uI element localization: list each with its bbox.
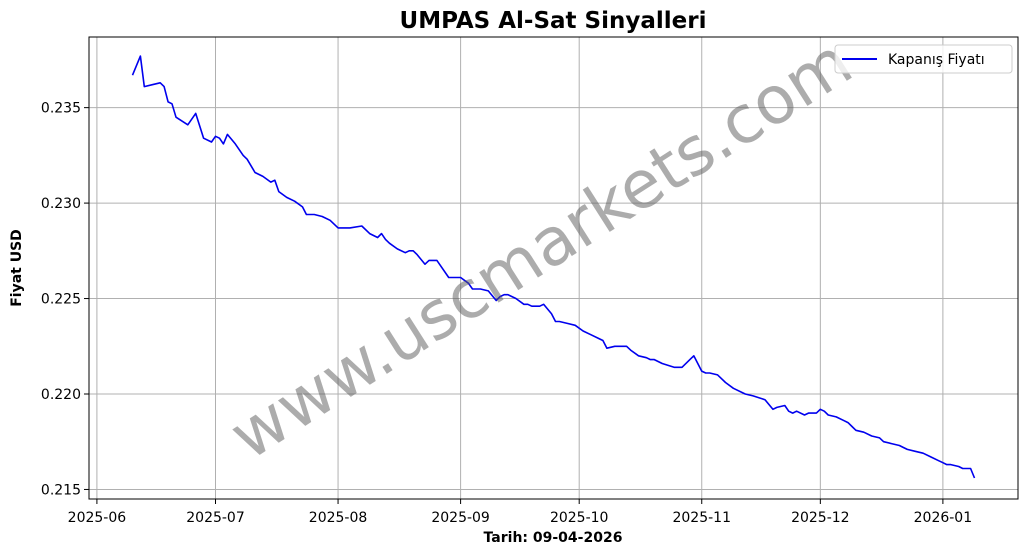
chart-title: UMPAS Al-Sat Sinyalleri	[400, 8, 707, 34]
y-tick-label: 0.225	[41, 292, 81, 308]
y-axis-label: Fiyat USD	[9, 229, 25, 307]
x-axis-label: Tarih: 09-04-2026	[484, 530, 623, 546]
watermark-text: www.uscmarkets.com	[217, 23, 866, 475]
x-tick-label: 2025-07	[186, 510, 245, 526]
x-tick-label: 2025-11	[672, 510, 731, 526]
axis-ticks: 2025-06 2025-07 2025-08 2025-09 2025-10 2025-…	[41, 101, 972, 526]
x-tick-label: 2025-06	[68, 510, 127, 526]
x-tick-label: 2025-10	[550, 510, 609, 526]
grid-lines	[89, 37, 1018, 499]
y-tick-label: 0.220	[41, 387, 81, 403]
legend-box	[834, 44, 1013, 74]
legend: Kapanış Fiyatı	[834, 44, 1013, 74]
series-layer	[131, 55, 976, 479]
series-line-kapanis-fiyati	[131, 55, 976, 479]
y-tick-label: 0.235	[41, 101, 81, 117]
plot-area-frame	[88, 36, 1019, 500]
y-tick-label: 0.215	[41, 482, 81, 498]
x-tick-label: 2025-09	[431, 510, 490, 526]
watermark-layer: www.uscmarkets.com	[217, 23, 866, 475]
x-tick-label: 2025-12	[791, 510, 850, 526]
legend-label: Kapanış Fiyatı	[888, 52, 985, 68]
x-tick-label: 2026-01	[914, 510, 973, 526]
x-tick-label: 2025-08	[309, 510, 368, 526]
y-tick-label: 0.230	[41, 196, 81, 212]
